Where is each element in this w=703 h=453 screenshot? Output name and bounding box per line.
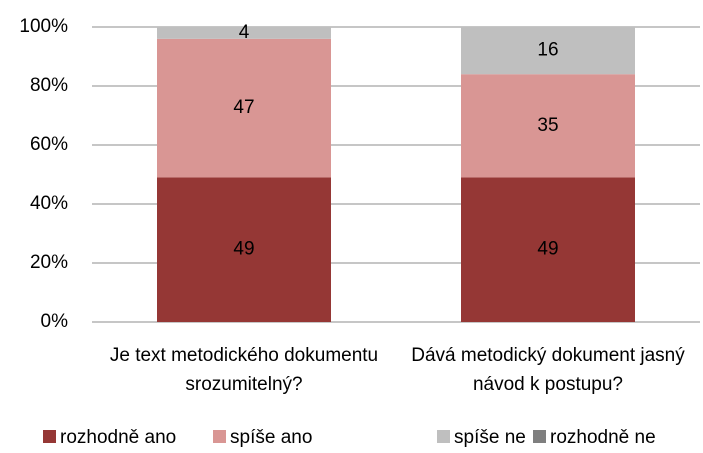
data-label: 16: [537, 40, 558, 61]
legend-swatch: [213, 430, 226, 443]
bar-segment: [461, 177, 635, 322]
y-tick-label: 0%: [41, 311, 69, 332]
legend-swatch: [437, 430, 450, 443]
y-tick-label: 20%: [30, 252, 68, 273]
data-label: 49: [233, 239, 254, 260]
bar-segment: [461, 74, 635, 178]
data-label: 4: [239, 22, 250, 43]
data-label: 47: [233, 97, 254, 118]
legend-label: spíše ano: [230, 427, 312, 448]
bar-segment: [461, 27, 635, 75]
legend-swatch: [43, 430, 56, 443]
legend-swatch: [533, 430, 546, 443]
bar-segment: [157, 38, 331, 178]
legend-label: spíše ne: [454, 427, 526, 448]
y-tick-label: 80%: [30, 75, 68, 96]
bar-segment: [157, 27, 331, 39]
data-label: 49: [537, 239, 558, 260]
bar-segment: [157, 177, 331, 322]
y-tick-label: 100%: [19, 16, 68, 37]
x-tick-label: Dává metodický dokument jasný návod k po…: [411, 345, 685, 395]
data-label: 35: [537, 115, 558, 136]
legend-label: rozhodně ano: [60, 427, 176, 448]
x-tick-label: Je text metodického dokumentu srozumitel…: [109, 345, 379, 395]
y-tick-label: 40%: [30, 193, 68, 214]
legend-label: rozhodně ne: [550, 427, 656, 448]
y-tick-label: 60%: [30, 134, 68, 155]
